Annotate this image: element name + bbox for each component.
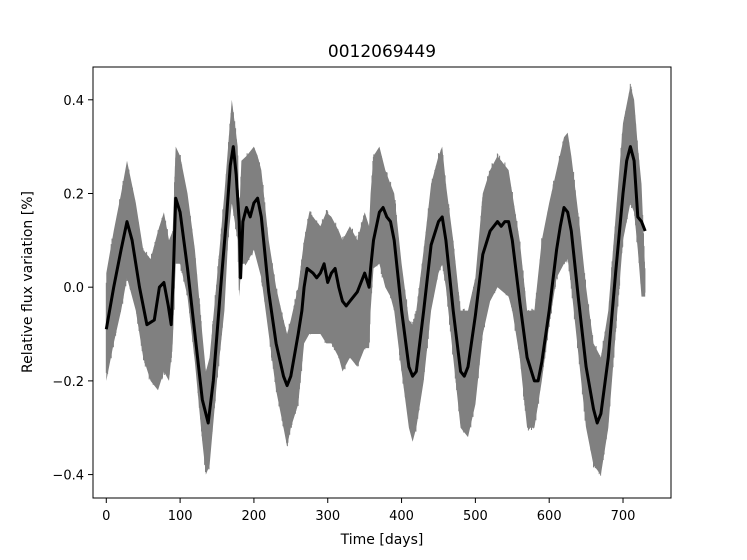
x-tick-label: 300 xyxy=(315,509,340,524)
x-tick-label: 200 xyxy=(242,509,267,524)
y-tick-label: −0.2 xyxy=(52,375,84,390)
x-tick-label: 600 xyxy=(537,509,562,524)
x-tick-label: 100 xyxy=(168,509,193,524)
x-tick-label: 500 xyxy=(463,509,488,524)
y-axis-label: Relative flux variation [%] xyxy=(20,191,36,373)
x-tick-label: 400 xyxy=(389,509,414,524)
y-tick-label: −0.4 xyxy=(52,469,84,484)
x-tick-label: 700 xyxy=(611,509,636,524)
chart-title: 0012069449 xyxy=(328,42,436,62)
y-tick-label: 0.0 xyxy=(63,281,84,296)
y-axis: −0.4 −0.2 0.0 0.2 0.4 xyxy=(52,94,93,484)
plot-frame xyxy=(92,66,672,499)
smoothed-flux-line xyxy=(104,145,647,425)
x-axis-label: Time [days] xyxy=(340,532,424,548)
x-axis: 0 100 200 300 400 500 600 700 xyxy=(102,498,635,524)
y-tick-label: 0.2 xyxy=(63,187,84,202)
plot-area xyxy=(104,83,647,476)
x-tick-label: 0 xyxy=(102,509,110,524)
y-tick-label: 0.4 xyxy=(63,94,84,109)
